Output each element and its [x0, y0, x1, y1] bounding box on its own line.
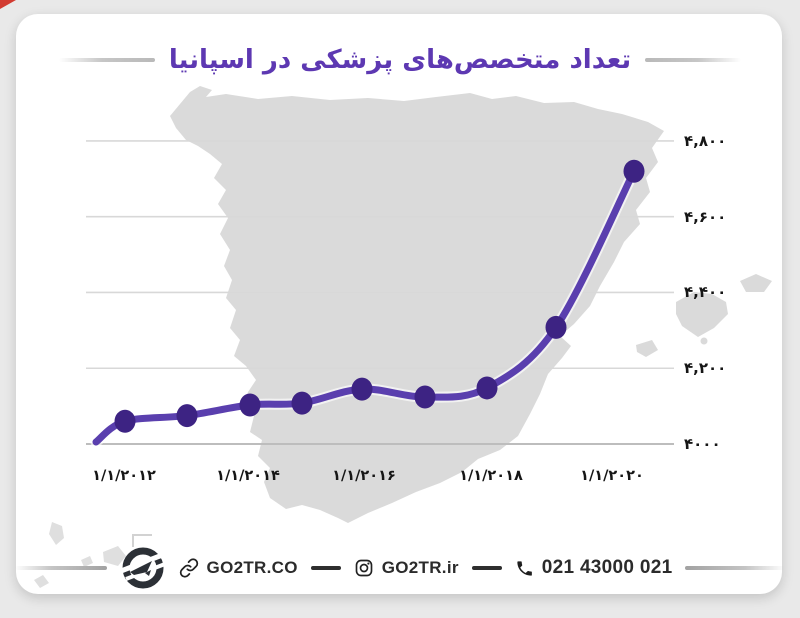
canary-island-shape-2	[81, 556, 93, 567]
go2tr-logo-icon	[119, 547, 166, 589]
x-axis-label: ۱/۱/۲۰۱۴	[216, 468, 280, 484]
footer-edge-dash-left	[14, 566, 107, 570]
phone-icon	[517, 560, 532, 576]
y-axis-label: ۴,۴۰۰	[684, 283, 727, 302]
phone-group: 021 43000 021	[515, 557, 673, 579]
footer-dash-2	[471, 566, 502, 570]
corner-ribbon	[0, 0, 16, 9]
spain-mainland-shape	[170, 86, 664, 523]
trend-line-layer	[90, 159, 645, 448]
data-point	[114, 409, 136, 433]
y-axis-label: ۴,۶۰۰	[684, 207, 727, 226]
phone-number[interactable]: 021 43000 021	[541, 557, 673, 578]
website-group: GO2TR.CO	[179, 558, 298, 578]
canary-island-shape-4	[34, 575, 49, 588]
canary-island-outline	[132, 534, 152, 547]
y-axis-label: ۴,۸۰۰	[684, 131, 727, 150]
data-point	[291, 391, 313, 415]
data-point	[351, 377, 373, 401]
chart-title: تعداد متخصص‌های پزشکی در اسپانیا	[168, 45, 632, 75]
cabrera-island-shape	[700, 337, 708, 345]
data-point	[476, 376, 498, 400]
data-point	[623, 159, 645, 183]
title-dash-right	[645, 58, 742, 62]
link-icon	[179, 558, 198, 578]
footer-row: GO2TR.CO GO2TR.ir 021 43000 021	[14, 547, 786, 589]
footer-edge-dash-right	[685, 566, 786, 570]
canary-island-shape-1	[49, 522, 64, 545]
ibiza-island-shape	[636, 340, 658, 357]
instagram-group: GO2TR.ir	[354, 558, 459, 578]
data-point	[176, 404, 198, 428]
mallorca-island-shape	[676, 292, 728, 337]
x-axis-label: ۱/۱/۲۰۱۲	[92, 468, 156, 484]
instagram-handle[interactable]: GO2TR.ir	[381, 558, 459, 577]
data-point	[414, 385, 436, 409]
instagram-icon	[355, 559, 373, 577]
spain-map	[34, 86, 772, 588]
x-axis-label: ۱/۱/۲۰۲۰	[580, 468, 644, 484]
x-axis-label: ۱/۱/۲۰۱۶	[332, 468, 396, 484]
title-row: تعداد متخصص‌های پزشکی در اسپانیا	[0, 40, 800, 80]
title-dash-left	[58, 58, 155, 62]
data-point	[239, 393, 261, 417]
y-axis-label: ۴,۲۰۰	[684, 359, 727, 378]
y-axis-label: ۴۰۰۰	[684, 435, 721, 453]
canary-island-shape-3	[103, 546, 126, 566]
x-axis-label: ۱/۱/۲۰۱۸	[459, 468, 523, 484]
website-handle[interactable]: GO2TR.CO	[206, 558, 298, 577]
data-point	[545, 315, 567, 339]
footer-dash-1	[310, 566, 341, 570]
menorca-island-shape	[740, 274, 772, 292]
